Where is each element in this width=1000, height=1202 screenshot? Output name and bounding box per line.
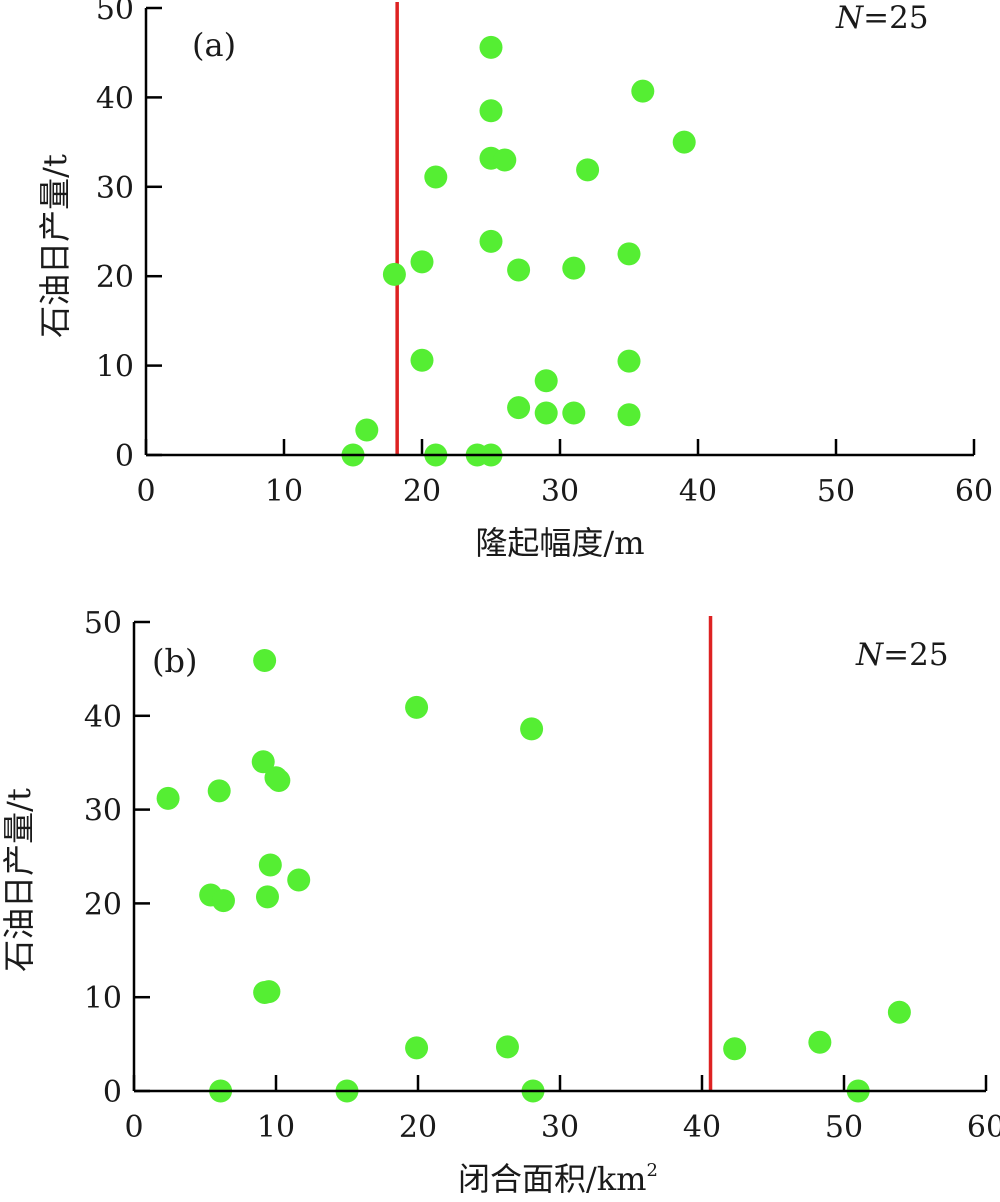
panel-b-y-ticks: 0 10 20 30 40 50 <box>84 606 150 1110</box>
panel-a-data-point <box>479 99 503 123</box>
panel-b-data-point <box>520 717 544 741</box>
panel-a-y-tick-label: 30 <box>96 171 134 206</box>
panel-a-n-var: N <box>835 0 865 36</box>
panel-a-x-tick-label: 10 <box>265 474 303 509</box>
panel-b-x-tick-label: 0 <box>124 1110 143 1145</box>
panel-b-data-point <box>211 889 235 913</box>
panel-a-data-point <box>562 256 586 280</box>
panel-b-data-point <box>887 1000 911 1024</box>
panel-b-data-point <box>258 853 282 877</box>
panel-b-data-point <box>251 750 275 774</box>
panel-a-data-point <box>617 242 641 266</box>
panel-a-x-axis-title: 隆起幅度/m <box>475 524 644 562</box>
panel-a-data-point <box>507 258 531 282</box>
panel-b-x-axis-title-sup: 2 <box>647 1160 658 1181</box>
panel-b-data-point <box>267 769 291 793</box>
panel-b: 0 10 20 30 40 50 60 0 10 20 30 40 50 (b) N=25 闭合面积/… <box>0 606 1000 1198</box>
panel-b-label: (b) <box>152 642 197 680</box>
panel-a-data-point <box>534 401 558 425</box>
panel-a-y-tick-label: 0 <box>115 439 134 474</box>
panel-a-data-point <box>507 396 531 420</box>
panel-a-n-annotation: N=25 <box>835 0 929 36</box>
panel-a-x-tick-label: 40 <box>679 474 717 509</box>
panel-b-data-point <box>723 1037 747 1061</box>
panel-b-y-tick-label: 10 <box>84 981 122 1016</box>
panel-a-label: (a) <box>192 26 236 64</box>
panel-a-data-point <box>631 79 655 103</box>
panel-a-points <box>341 35 696 467</box>
panel-b-x-tick-label: 60 <box>967 1110 1000 1145</box>
panel-a-data-point <box>562 401 586 425</box>
panel-b-y-axis-title: 石油日产量/t <box>0 788 38 972</box>
panel-a-y-tick-label: 50 <box>96 0 134 27</box>
panel-b-data-point <box>253 648 277 672</box>
panel-b-data-point <box>495 1035 519 1059</box>
panel-a-n-value: =25 <box>863 0 928 36</box>
panel-a-y-ticks: 0 10 20 30 40 50 <box>96 0 162 474</box>
panel-b-points <box>156 648 911 1103</box>
panel-a-data-point <box>617 403 641 427</box>
panel-b-n-value: =25 <box>883 637 948 673</box>
panel-a-data-point <box>617 349 641 373</box>
panel-b-x-axis-title-text: 闭合面积/km <box>458 1160 647 1198</box>
panel-b-n-var: N <box>855 637 885 673</box>
panel-a-data-point <box>672 130 696 154</box>
panel-b-data-point <box>207 779 231 803</box>
panel-a-data-point <box>355 418 379 442</box>
panel-b-x-tick-label: 40 <box>683 1110 721 1145</box>
panel-a-data-point <box>382 262 406 286</box>
panel-a-x-ticks: 0 10 20 30 40 50 60 <box>136 439 993 509</box>
panel-a-data-point <box>479 35 503 59</box>
panel-a-x-tick-label: 0 <box>136 474 155 509</box>
panel-b-n-annotation: N=25 <box>855 637 949 673</box>
panel-a-data-point <box>410 250 434 274</box>
panel-b-x-axis-title: 闭合面积/km2 <box>458 1160 658 1198</box>
panel-b-x-tick-label: 50 <box>825 1110 863 1145</box>
panel-b-x-tick-label: 10 <box>257 1110 295 1145</box>
panel-a-data-point <box>576 158 600 182</box>
panel-a: 0 10 20 30 40 50 60 0 10 20 30 40 50 (a) N=25 隆起幅度/… <box>36 0 993 562</box>
panel-a-data-point <box>410 348 434 372</box>
panel-a-data-point <box>424 165 448 189</box>
panel-b-data-point <box>287 868 311 892</box>
panel-b-data-point <box>808 1030 832 1054</box>
panel-b-data-point <box>257 980 281 1004</box>
panel-b-x-tick-label: 30 <box>541 1110 579 1145</box>
panel-a-x-tick-label: 60 <box>955 474 993 509</box>
panel-b-data-point <box>405 1036 429 1060</box>
panel-a-data-point <box>479 229 503 253</box>
panel-a-y-tick-label: 20 <box>96 260 134 295</box>
panel-b-y-tick-label: 30 <box>84 794 122 829</box>
panel-a-x-tick-label: 50 <box>817 474 855 509</box>
panel-b-data-point <box>255 885 279 909</box>
panel-a-x-tick-label: 20 <box>403 474 441 509</box>
panel-a-y-axis-title: 石油日产量/t <box>36 154 74 338</box>
panel-a-y-tick-label: 10 <box>96 350 134 385</box>
panel-b-x-tick-label: 20 <box>399 1110 437 1145</box>
panel-b-data-point <box>405 695 429 719</box>
panel-b-x-ticks: 0 10 20 30 40 50 60 <box>124 1075 1000 1145</box>
panel-b-data-point <box>156 786 180 810</box>
panel-b-y-tick-label: 0 <box>103 1075 122 1110</box>
panel-a-x-tick-label: 30 <box>541 474 579 509</box>
panel-b-y-tick-label: 20 <box>84 887 122 922</box>
panel-b-y-tick-label: 50 <box>84 606 122 641</box>
panel-a-data-point <box>534 369 558 393</box>
panel-a-data-point <box>493 148 517 172</box>
panel-a-y-tick-label: 40 <box>96 81 134 116</box>
panel-b-y-tick-label: 40 <box>84 700 122 735</box>
